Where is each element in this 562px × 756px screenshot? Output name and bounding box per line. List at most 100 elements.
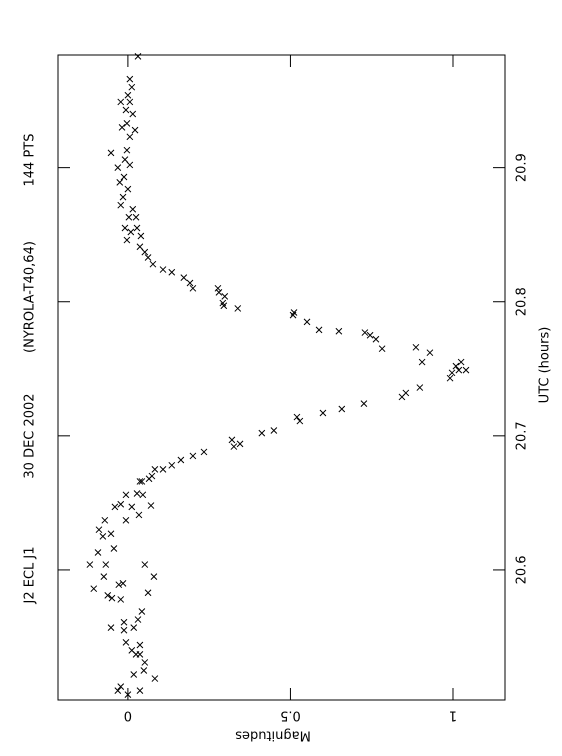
data-point (119, 579, 127, 587)
data-point (319, 409, 327, 417)
y-tick-label: 1 (449, 708, 457, 723)
data-point (446, 374, 454, 382)
frame (57, 54, 506, 701)
data-point (90, 585, 98, 593)
data-point (293, 413, 301, 421)
data-point (95, 526, 103, 534)
data-point (378, 345, 386, 353)
data-point (452, 362, 460, 370)
data-point (220, 302, 228, 310)
x-axis-label: UTC (hours) (538, 327, 553, 404)
data-point (296, 417, 304, 425)
data-point (139, 491, 147, 499)
data-point (200, 448, 208, 456)
data-point (115, 581, 123, 589)
data-point (130, 671, 138, 678)
data-point (141, 561, 149, 568)
data-point (151, 466, 159, 473)
data-point (315, 326, 323, 334)
data-point (141, 248, 149, 256)
data-point (136, 243, 144, 251)
y-axis-label: Magnitudes (235, 728, 311, 743)
data-point (114, 164, 122, 171)
data-point (338, 405, 346, 413)
data-point (119, 193, 127, 201)
data-point (121, 156, 129, 163)
data-point (94, 549, 102, 556)
data-point (137, 232, 145, 240)
data-point (136, 478, 144, 485)
data-point (412, 343, 420, 351)
data-point (118, 124, 126, 131)
data-point (136, 641, 144, 649)
data-point (189, 284, 197, 292)
y-tick-label: 0 (124, 708, 132, 723)
data-point (418, 358, 426, 366)
data-point (126, 133, 134, 141)
data-point (124, 185, 132, 193)
data-point (122, 491, 130, 499)
data-point (117, 201, 125, 209)
data-point (416, 384, 424, 391)
data-point (234, 305, 242, 312)
x-tick-label: 20.9 (515, 153, 530, 182)
data-point (189, 452, 197, 460)
data-point (128, 503, 136, 511)
data-point (236, 440, 244, 448)
data-point (361, 329, 369, 336)
data-point (86, 561, 94, 568)
data-point (228, 436, 236, 444)
data-point (120, 626, 128, 634)
data-point (126, 161, 134, 169)
data-point (123, 120, 131, 127)
data-point (360, 400, 368, 408)
data-point (117, 98, 125, 106)
data-point (221, 293, 229, 300)
data-point (123, 146, 131, 154)
data-point (448, 369, 456, 377)
data-point (426, 349, 434, 357)
data-point (130, 624, 138, 631)
data-point (144, 589, 152, 597)
data-point (289, 311, 297, 319)
data-point (141, 659, 149, 666)
data-point (122, 106, 130, 114)
data-point (126, 98, 134, 106)
data-point (102, 561, 110, 568)
data-point (258, 429, 266, 437)
y-tick-label: 0.5 (280, 708, 301, 723)
data-point (372, 335, 380, 343)
data-point (366, 331, 374, 339)
data-point (104, 592, 112, 599)
data-point (134, 616, 142, 623)
data-point (150, 573, 158, 580)
data-point (132, 651, 140, 658)
data-point (107, 530, 115, 538)
data-point (111, 503, 119, 511)
data-point (215, 288, 223, 296)
data-point (136, 687, 144, 694)
data-point (121, 224, 129, 232)
x-tick-label: 20.8 (515, 287, 530, 316)
data-point (124, 91, 132, 99)
data-point (117, 683, 125, 690)
data-point (230, 443, 238, 450)
data-point (129, 110, 137, 118)
data-point (127, 228, 135, 236)
data-point (124, 691, 132, 698)
x-tick-label: 20.7 (515, 421, 530, 450)
data-point (462, 366, 470, 374)
data-point (135, 511, 143, 519)
data-point (398, 393, 406, 401)
plot-area: J2 ECL J1 30 DEC 2002 (NYROLA-T40,64) 144 P… (23, 52, 553, 743)
data-point (133, 224, 141, 232)
annotation: J2 ECL J1 (23, 546, 38, 604)
annotation: (NYROLA-T40,64) (23, 241, 38, 353)
data-point (186, 279, 194, 287)
data-point (122, 638, 130, 646)
data-point (457, 358, 465, 366)
data-point (125, 213, 133, 221)
data-point (144, 254, 152, 261)
